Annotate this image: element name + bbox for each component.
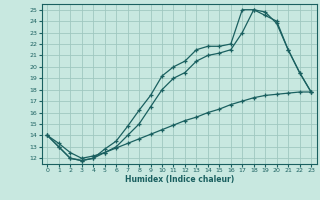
X-axis label: Humidex (Indice chaleur): Humidex (Indice chaleur) — [124, 175, 234, 184]
